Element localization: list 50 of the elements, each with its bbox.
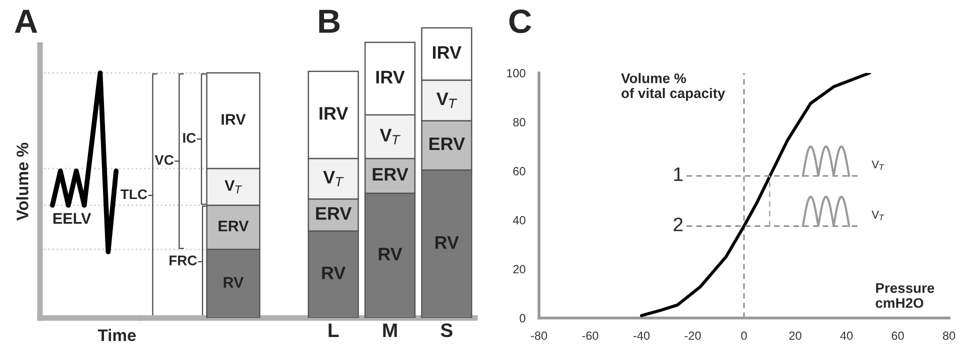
y-tick-label: 0 <box>520 314 526 322</box>
text: ERV <box>372 168 408 181</box>
text: IC <box>183 132 196 143</box>
annotation: V$_{T}$ <box>872 160 884 170</box>
chart-title: B <box>319 10 340 33</box>
x-axis-title: Pressure cmH2O <box>876 283 934 308</box>
y-tick-label: 20 <box>513 265 526 274</box>
series-label: V$_{T}$ <box>224 180 242 194</box>
y-axis-title: Volume % of vital capacity <box>621 73 726 101</box>
text: RV <box>378 248 402 260</box>
text: FRC <box>170 256 197 266</box>
x-tick-label: -80 <box>530 332 548 340</box>
x-tick-label: -40 <box>633 332 650 340</box>
y-tick-label: 60 <box>513 167 526 176</box>
series-label: ERV <box>316 207 352 220</box>
series-label: IRV <box>320 107 348 120</box>
series-label: RV <box>224 277 244 288</box>
text: VC <box>154 155 174 165</box>
x-axis-title: Time <box>98 328 136 342</box>
series-label: ERV <box>218 220 249 232</box>
annotation: 2 <box>674 218 683 232</box>
series-label: IRV <box>222 114 246 125</box>
x-tick-label: 60 <box>892 332 904 340</box>
text: RV <box>435 236 459 249</box>
series-label: RV <box>322 266 346 280</box>
x-tick-label: M <box>383 324 397 337</box>
y-tick-label: 100 <box>507 69 526 78</box>
annotation: V$_{T}$ <box>872 210 884 220</box>
chart-title: A <box>14 10 38 33</box>
series-label: V$_{T}$ <box>436 92 458 108</box>
x-tick-label: -60 <box>582 332 598 340</box>
annotation: EELV <box>53 213 92 224</box>
y-tick-label: 80 <box>513 118 526 126</box>
text: TLC <box>120 189 148 200</box>
x-tick-label: 40 <box>840 332 853 340</box>
chart-title: C <box>509 9 532 34</box>
x-tick-label: 0 <box>741 332 747 340</box>
x-tick-label: L <box>328 324 339 337</box>
annotation: 1 <box>674 168 683 181</box>
text: IRV <box>432 46 462 59</box>
text: V$_{T}$ <box>323 170 344 186</box>
x-tick-label: 80 <box>942 332 956 340</box>
text: ERV <box>429 138 465 150</box>
text: IRV <box>376 70 405 84</box>
y-axis-title: Volume % <box>16 142 28 221</box>
x-tick-label: S <box>440 323 452 338</box>
text: V$_{T}$ <box>380 128 400 144</box>
y-tick-label: 40 <box>512 216 526 224</box>
x-tick-label: -20 <box>684 332 701 340</box>
x-tick-label: 20 <box>789 332 802 340</box>
